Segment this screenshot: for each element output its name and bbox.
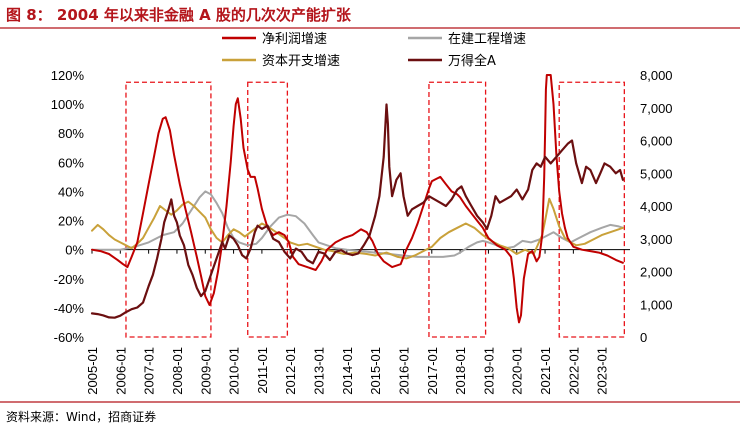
x-tick-label: 2005-01: [85, 347, 100, 395]
left-tick-label: 20%: [58, 214, 84, 229]
x-tick-label: 2020-01: [510, 347, 525, 395]
x-tick-label: 2015-01: [368, 347, 383, 395]
left-axis-ticks: 120% 100% 80% 60% 40% 20% 0% -20% -40% -60%: [51, 68, 85, 345]
left-tick-label: 100%: [51, 97, 85, 112]
left-tick-label: 40%: [58, 184, 84, 199]
x-tick-label: 2013-01: [312, 347, 327, 395]
x-tick-label: 2019-01: [481, 347, 496, 395]
x-tick-label: 2022-01: [566, 347, 581, 395]
left-tick-label: 0%: [65, 243, 84, 258]
x-tick-label: 2021-01: [538, 347, 553, 395]
legend-label: 资本开支增速: [262, 54, 340, 69]
x-tick-label: 2023-01: [595, 347, 610, 395]
left-tick-label: 60%: [58, 155, 84, 170]
right-tick-label: 6,000: [640, 134, 673, 149]
left-tick-label: -40%: [54, 301, 85, 316]
x-tick-label: 2006-01: [113, 347, 128, 395]
left-tick-label: 80%: [58, 126, 84, 141]
legend-label: 净利润增速: [262, 32, 327, 47]
chart-title: 图 8： 2004 年以来非金融 A 股的几次次产能扩张: [6, 6, 352, 24]
x-tick-label: 2012-01: [283, 347, 298, 395]
right-tick-label: 0: [640, 330, 647, 345]
x-tick-label: 2014-01: [340, 347, 355, 395]
legend-label: 万得全A: [448, 53, 496, 69]
series-lines: [90, 74, 624, 324]
highlight-box: [558, 81, 625, 338]
left-tick-label: -60%: [54, 330, 85, 345]
x-tick-label: 2007-01: [142, 347, 157, 395]
left-tick-label: -20%: [54, 272, 85, 287]
highlight-box: [428, 81, 487, 338]
left-tick-label: 120%: [51, 68, 85, 83]
highlight-box: [247, 81, 289, 338]
right-tick-label: 3,000: [640, 232, 673, 247]
right-axis-ticks: 8,000 7,000 6,000 5,000 4,000 3,000 2,000 1,000…: [640, 68, 673, 345]
highlight-periods: [125, 81, 625, 338]
x-tick-label: 2011-01: [255, 347, 270, 394]
right-tick-label: 7,000: [640, 101, 673, 116]
series-line: [90, 103, 624, 319]
legend-label: 在建工程增速: [448, 32, 526, 47]
right-tick-label: 8,000: [640, 68, 673, 83]
highlight-box: [125, 81, 212, 338]
series-line: [91, 197, 624, 260]
x-tick-label: 2009-01: [198, 347, 213, 395]
right-tick-label: 5,000: [640, 166, 673, 181]
right-tick-label: 1,000: [640, 297, 673, 312]
x-tick-label: 2010-01: [227, 347, 242, 395]
x-tick-label: 2017-01: [425, 347, 440, 395]
source-note: 资料来源：Wind，招商证券: [6, 409, 156, 424]
right-tick-label: 4,000: [640, 199, 673, 214]
x-tick-label: 2018-01: [453, 347, 468, 395]
x-tick-label: 2008-01: [170, 347, 185, 395]
x-axis-ticks: 2005-01 2006-01 2007-01 2008-01 2009-01 2010-…: [85, 249, 610, 395]
x-tick-label: 2016-01: [396, 347, 411, 395]
right-tick-label: 2,000: [640, 265, 673, 280]
